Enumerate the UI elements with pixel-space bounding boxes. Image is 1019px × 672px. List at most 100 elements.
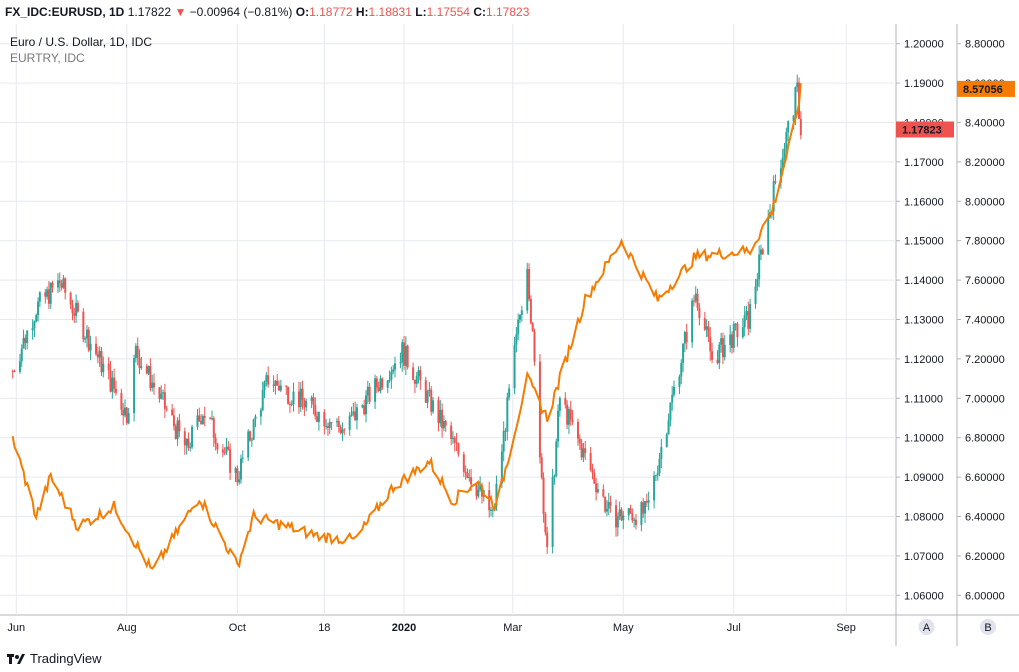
candle [236, 465, 239, 486]
last-price-tag-bg [896, 121, 954, 138]
candle-body [564, 398, 567, 405]
candle-body [703, 318, 706, 330]
price-chart-svg[interactable]: 1.06000 1.07000 1.08000 1.09000 1.10000 1.110… [0, 24, 1019, 646]
scale-button-label: A [923, 622, 931, 634]
candle-body [390, 371, 393, 380]
candle-body [317, 411, 320, 423]
candle [692, 295, 695, 307]
candle [51, 280, 54, 293]
candle-body [326, 426, 329, 429]
candle-body [325, 426, 328, 428]
candle-body [178, 420, 181, 432]
footer-brand[interactable]: TradingView [6, 648, 102, 670]
candle-body [716, 359, 719, 364]
candle-body [506, 397, 509, 432]
candle [158, 387, 161, 403]
candle [198, 407, 201, 423]
compare-scale-tick-label: 7.80000 [965, 236, 1005, 248]
candle [785, 127, 788, 155]
candle-body [151, 382, 154, 389]
candle-body [491, 509, 494, 511]
candle-body [35, 315, 38, 322]
candle-body [375, 378, 378, 388]
candle [227, 440, 230, 451]
candle [513, 336, 516, 395]
last-price-tag: 1.17823 [902, 124, 942, 136]
candle-body [526, 269, 529, 311]
candle-body [747, 311, 750, 329]
candle [453, 435, 456, 452]
candle-body [754, 286, 757, 304]
candle-body [314, 404, 317, 417]
candle [555, 438, 558, 478]
candle-body [546, 532, 549, 548]
candle-body [174, 426, 177, 440]
candle [569, 400, 572, 426]
candle [533, 328, 536, 366]
candle [582, 442, 585, 463]
symbol-name[interactable]: FX_IDC:EURUSD, 1D [5, 5, 125, 19]
candle-body [437, 400, 440, 424]
candle [544, 512, 547, 536]
scale-button-a[interactable]: A [918, 619, 935, 635]
candle-body [37, 301, 40, 316]
candle-body [336, 420, 339, 423]
candle [567, 406, 570, 434]
candle-body [209, 417, 212, 419]
candle [301, 380, 304, 410]
candle-body [158, 387, 161, 399]
candle-body [426, 391, 429, 403]
candle-body [76, 302, 79, 312]
candle-body [354, 411, 357, 421]
candle [239, 454, 242, 484]
candle [386, 380, 389, 393]
candle [566, 400, 569, 430]
candle-body [692, 300, 695, 302]
candle-body [678, 376, 681, 387]
candle [326, 422, 329, 436]
candle [683, 330, 686, 353]
candle [310, 395, 313, 409]
candle [125, 407, 128, 425]
candle-body [198, 415, 201, 421]
legend-main-series[interactable]: Euro / U.S. Dollar, 1D, IDC [10, 35, 153, 49]
compare-scale-tick-label: 6.60000 [965, 472, 1005, 484]
price-scale-tick-label: 1.09000 [904, 472, 944, 484]
candle-body [475, 484, 478, 497]
candle-body [120, 392, 123, 410]
candle [223, 447, 226, 456]
time-axis-tick-label: 18 [318, 622, 330, 634]
candle [261, 381, 264, 412]
candle [111, 370, 114, 399]
candle [678, 374, 681, 395]
candle-body [645, 501, 648, 503]
candle [56, 273, 59, 293]
candle-body [580, 443, 583, 458]
candle-body [698, 307, 701, 319]
candle [558, 396, 561, 417]
candle-body [47, 289, 50, 304]
candle [531, 322, 534, 332]
candle [60, 279, 63, 291]
candle [305, 398, 308, 412]
candle [285, 385, 288, 396]
candle [149, 358, 152, 392]
candle-body [741, 327, 744, 338]
candle-body [247, 431, 250, 458]
candle [412, 362, 415, 381]
candle-body [774, 181, 777, 183]
scale-button-b[interactable]: B [980, 619, 996, 635]
candle-body [720, 338, 723, 345]
candle-body [352, 411, 355, 415]
candle [287, 386, 290, 405]
candle [364, 390, 367, 423]
candle [368, 382, 371, 404]
candle [163, 383, 166, 419]
candle [98, 346, 101, 367]
candle [247, 429, 250, 461]
chart-area[interactable]: 1.06000 1.07000 1.08000 1.09000 1.10000 1.110… [0, 24, 1019, 651]
candle-body [160, 393, 163, 399]
candle [87, 326, 90, 353]
legend-compare-series[interactable]: EURTRY, IDC [10, 51, 85, 65]
candle [31, 319, 34, 340]
